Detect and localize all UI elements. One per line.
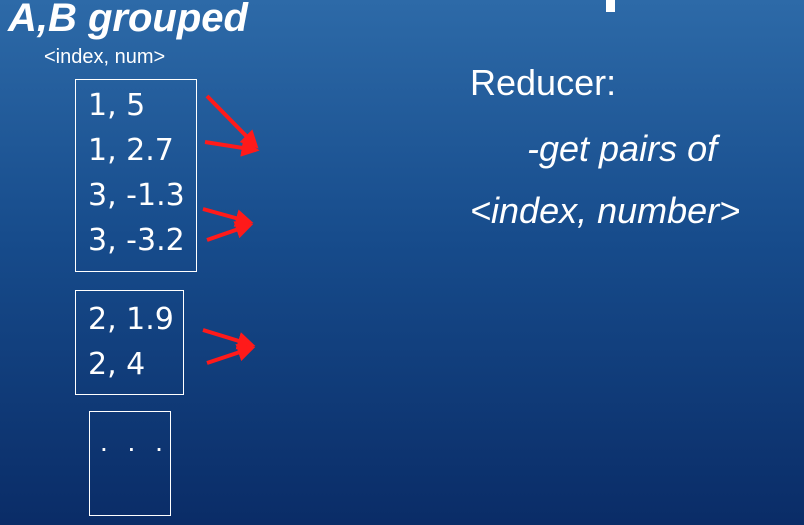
arrow (202, 207, 254, 227)
pair-item: 3, -1.3 (88, 178, 185, 213)
pair-item: 3, -3.2 (88, 223, 185, 258)
group-box-3: . . . (89, 411, 171, 516)
pair-item: 2, 4 (88, 347, 146, 382)
arrow (206, 221, 254, 242)
group-box-2: 2, 1.9 2, 4 (75, 290, 184, 395)
arrow-group-2 (202, 207, 254, 242)
ellipsis-text: . . . (100, 426, 169, 457)
reducer-line-2: <index, number> (470, 190, 741, 231)
cut-off-title-glyph (606, 0, 615, 12)
reducer-line-1: -get pairs of (527, 128, 718, 169)
pair-item: 1, 5 (88, 88, 146, 123)
arrow-group-1 (204, 94, 260, 157)
arrow (206, 344, 256, 365)
pair-item: 1, 2.7 (88, 133, 174, 168)
arrow (205, 94, 259, 149)
group-box-1: 1, 5 1, 2.7 3, -1.3 3, -3.2 (75, 79, 197, 272)
arrow (202, 328, 256, 350)
pair-item: 2, 1.9 (88, 302, 174, 337)
reducer-heading: Reducer: (470, 62, 617, 103)
arrow (204, 138, 260, 157)
slide-subtitle: <index, num> (44, 46, 166, 68)
slide-title: A,B grouped (8, 0, 248, 40)
arrow-group-3 (202, 328, 256, 365)
